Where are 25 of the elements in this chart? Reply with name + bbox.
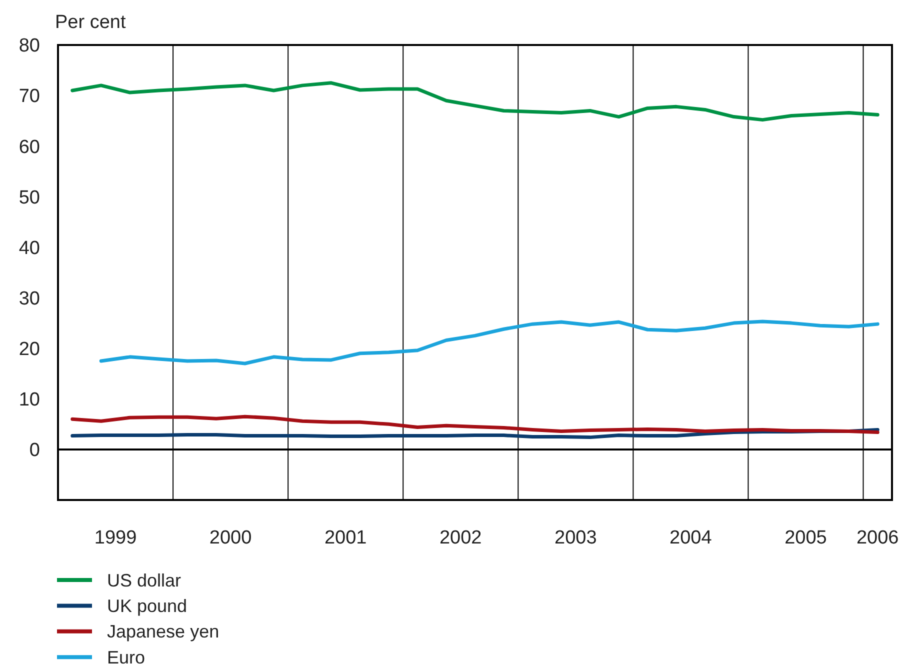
y-tick-label: 0 bbox=[29, 440, 40, 462]
legend-label: Euro bbox=[107, 647, 146, 667]
y-tick-label: 10 bbox=[18, 390, 40, 411]
line-series bbox=[99, 320, 880, 366]
x-tick-label: 1999 bbox=[94, 528, 137, 549]
y-tick-label: 70 bbox=[18, 86, 40, 108]
y-axis-title: Per cent bbox=[55, 12, 126, 33]
y-tick-label: 50 bbox=[18, 187, 40, 208]
x-tick-label: 2004 bbox=[670, 528, 712, 549]
y-tick-label: 40 bbox=[18, 238, 40, 259]
y-tick-label: 80 bbox=[18, 36, 40, 57]
x-tick-label: 2005 bbox=[784, 528, 827, 549]
legend-label: UK pound bbox=[107, 596, 188, 616]
x-tick-label: 2006 bbox=[856, 528, 899, 549]
y-tick-label: 30 bbox=[18, 288, 40, 310]
y-tick-label: 60 bbox=[18, 136, 40, 158]
legend-label: Japanese yen bbox=[107, 622, 220, 642]
x-tick-label: 2000 bbox=[209, 528, 252, 549]
x-tick-label: 2002 bbox=[439, 528, 482, 549]
legend-label: US dollar bbox=[107, 570, 182, 590]
y-tick-label: 20 bbox=[18, 338, 40, 360]
line-series bbox=[70, 414, 880, 434]
x-tick-label: 2003 bbox=[554, 528, 597, 549]
x-tick-label: 2001 bbox=[324, 528, 367, 549]
line-series bbox=[70, 81, 880, 122]
